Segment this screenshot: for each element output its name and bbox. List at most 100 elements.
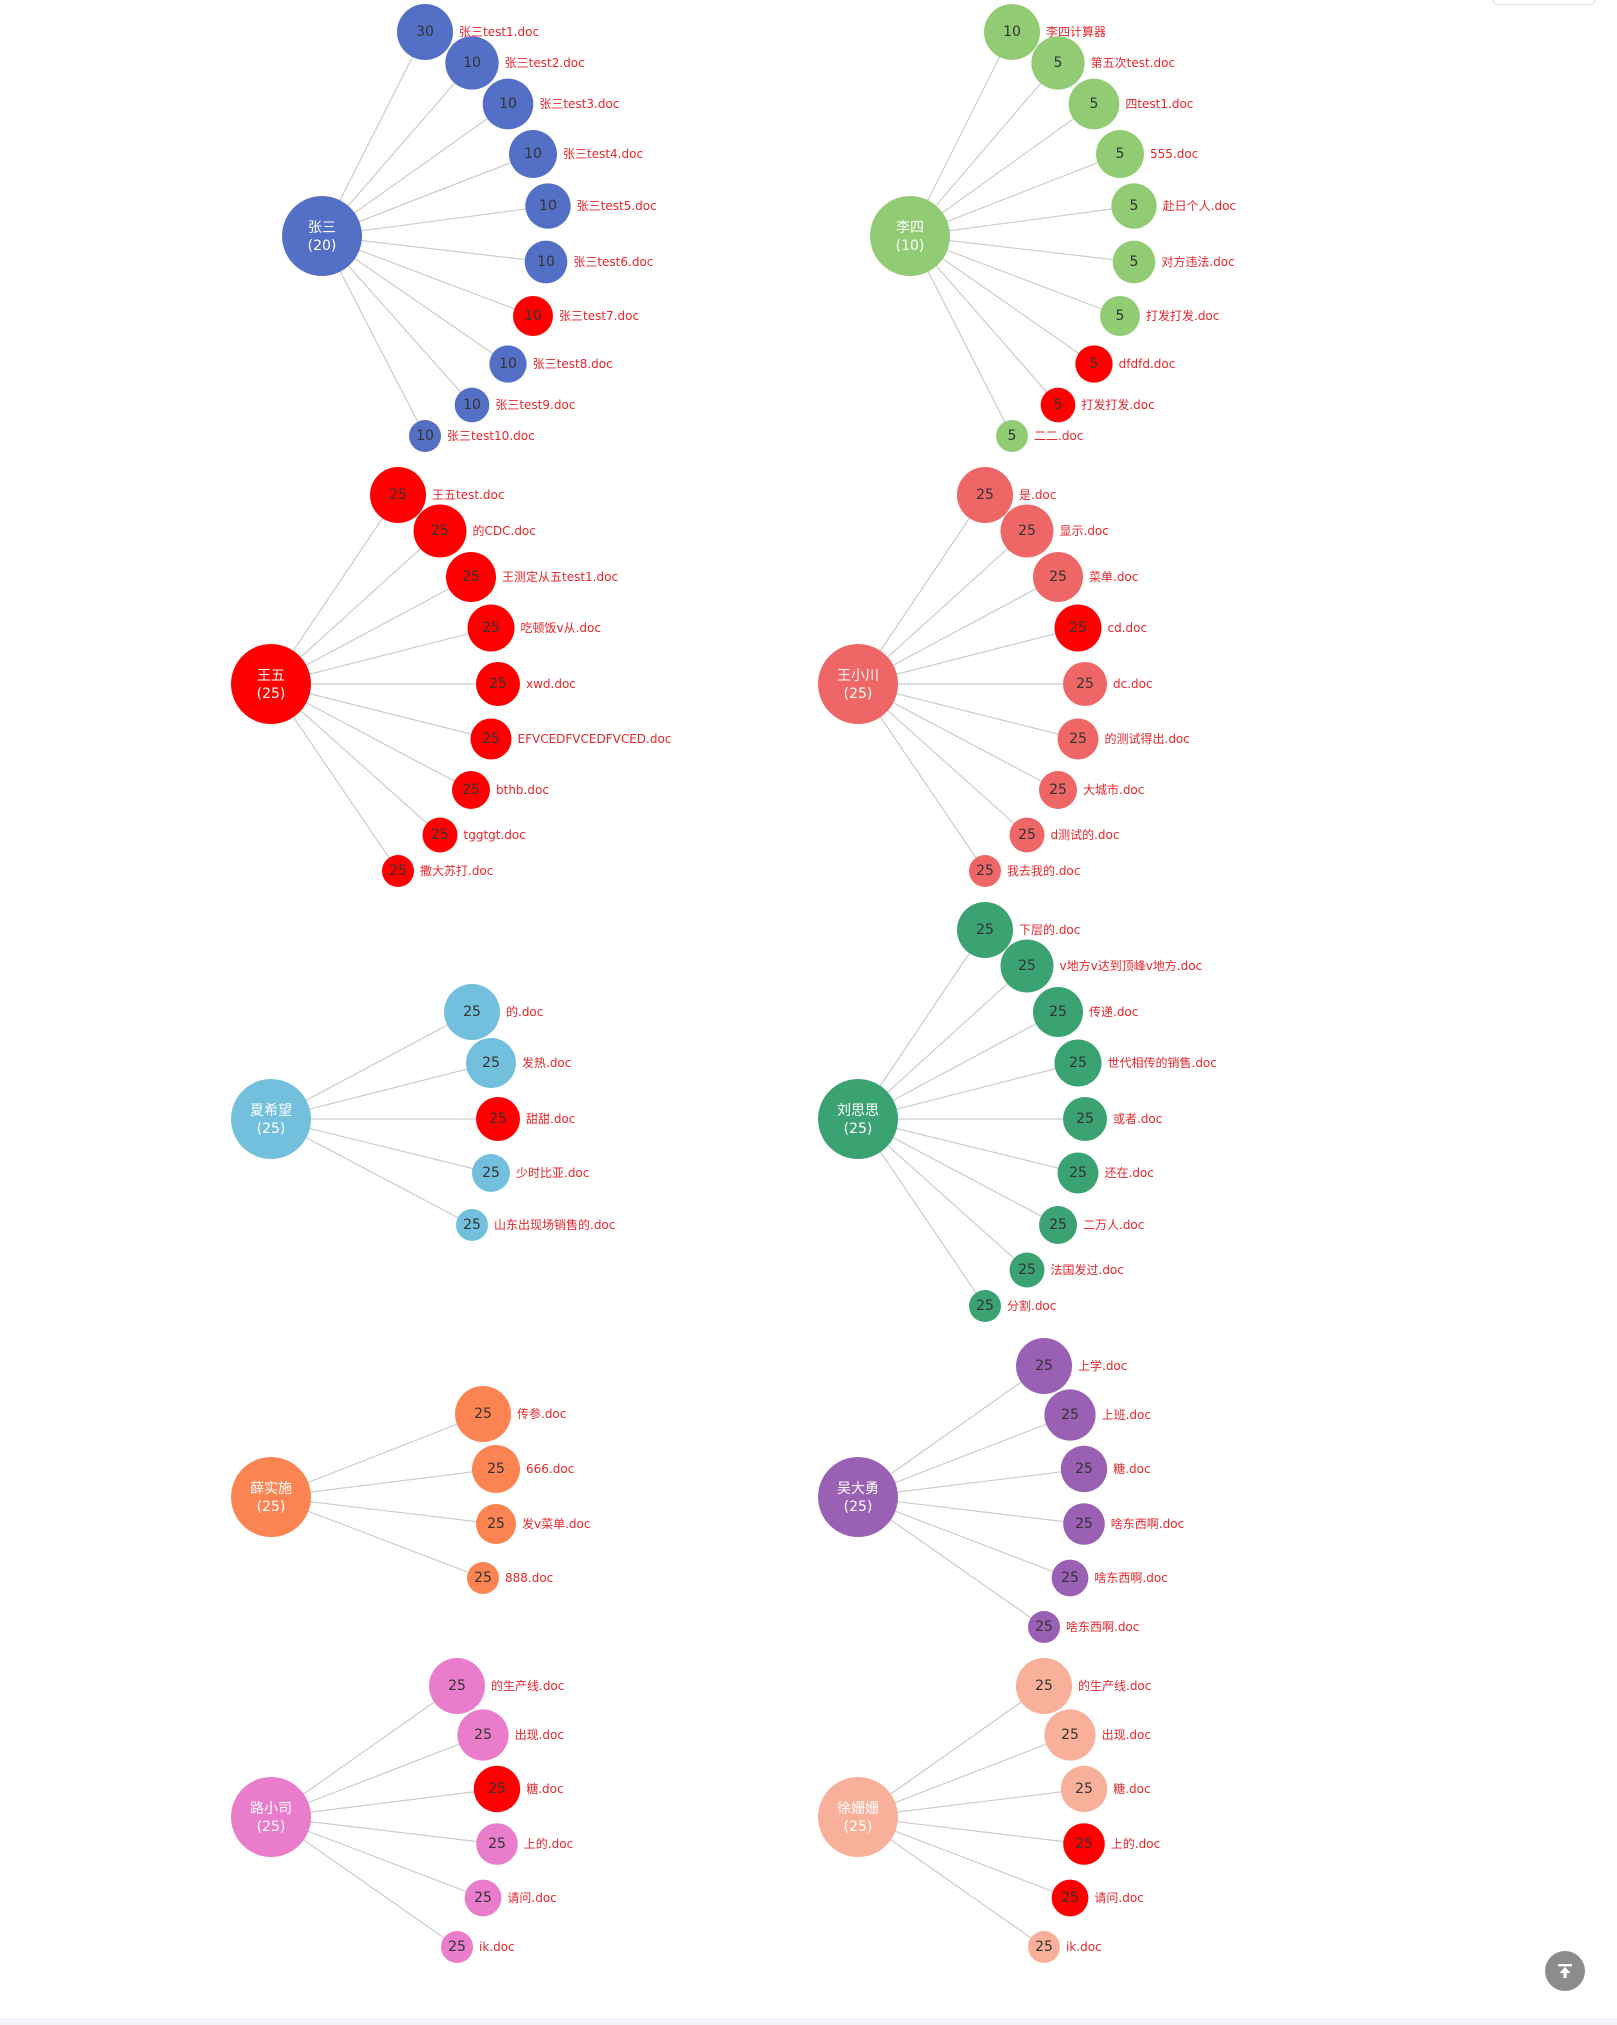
leaf-circle[interactable] [957, 902, 1013, 958]
leaf-label[interactable]: 李四计算器 [1046, 24, 1106, 39]
root-node[interactable]: 夏希望 (25) [231, 1079, 311, 1159]
root-node[interactable]: 李四 (10) [870, 196, 950, 276]
root-circle[interactable] [282, 196, 362, 276]
leaf-circle[interactable] [470, 718, 512, 760]
leaf-label[interactable]: 王五test.doc [432, 488, 504, 502]
leaf-circle[interactable] [467, 604, 515, 652]
leaf-label[interactable]: 的测试得出.doc [1105, 731, 1190, 746]
leaf-label[interactable]: 撒大苏打.doc [420, 863, 493, 878]
leaf-label[interactable]: 少时比亚.doc [516, 1166, 589, 1180]
leaf-circle[interactable] [1028, 1611, 1060, 1643]
leaf-label[interactable]: 张三test2.doc [505, 56, 585, 70]
root-node[interactable]: 路小司 (25) [231, 1777, 311, 1857]
leaf-node[interactable]: 25 糖.doc [1060, 1765, 1151, 1813]
leaf-circle[interactable] [1063, 1097, 1107, 1141]
leaf-node[interactable]: 10 李四计算器 [984, 4, 1106, 60]
leaf-node[interactable]: 25 上班.doc [1044, 1389, 1151, 1441]
leaf-node[interactable]: 25 法国发过.doc [1009, 1252, 1124, 1288]
leaf-circle[interactable] [957, 467, 1013, 523]
leaf-node[interactable]: 10 张三test4.doc [509, 130, 643, 178]
leaf-circle[interactable] [1040, 387, 1076, 423]
leaf-node[interactable]: 5 二二.doc [996, 420, 1083, 452]
leaf-circle[interactable] [422, 817, 458, 853]
leaf-label[interactable]: 分割.doc [1007, 1298, 1056, 1313]
leaf-label[interactable]: 显示.doc [1060, 524, 1109, 538]
leaf-label[interactable]: bthb.doc [496, 783, 549, 797]
leaf-circle[interactable] [441, 1931, 473, 1963]
leaf-label[interactable]: 甜甜.doc [526, 1112, 575, 1126]
leaf-label[interactable]: 第五次test.doc [1091, 56, 1175, 70]
leaf-label[interactable]: 上学.doc [1078, 1358, 1127, 1373]
top-tab[interactable] [1493, 0, 1595, 5]
leaf-circle[interactable] [452, 771, 490, 809]
leaf-circle[interactable] [476, 1823, 518, 1865]
leaf-node[interactable]: 25 bthb.doc [452, 771, 549, 809]
leaf-label[interactable]: 王测定从五test1.doc [502, 569, 618, 584]
leaf-circle[interactable] [996, 420, 1028, 452]
leaf-circle[interactable] [1063, 1823, 1105, 1865]
leaf-circle[interactable] [454, 387, 490, 423]
leaf-node[interactable]: 5 dfdfd.doc [1075, 345, 1175, 383]
leaf-label[interactable]: 二万人.doc [1083, 1218, 1144, 1232]
leaf-label[interactable]: 张三test10.doc [447, 429, 535, 443]
leaf-circle[interactable] [969, 855, 1001, 887]
leaf-label[interactable]: ik.doc [1066, 1940, 1102, 1954]
leaf-node[interactable]: 10 张三test3.doc [482, 78, 620, 130]
leaf-node[interactable]: 25 v地方v达到顶峰v地方.doc [1000, 939, 1203, 993]
leaf-circle[interactable] [1060, 1445, 1108, 1493]
leaf-node[interactable]: 25 世代相传的销售.doc [1054, 1039, 1217, 1087]
leaf-node[interactable]: 25 大城市.doc [1039, 771, 1144, 809]
leaf-label[interactable]: 张三test1.doc [459, 25, 539, 39]
leaf-label[interactable]: 赴日个人.doc [1163, 199, 1236, 213]
root-node[interactable]: 刘思思 (25) [818, 1079, 898, 1159]
leaf-node[interactable]: 25 请问.doc [1051, 1879, 1144, 1917]
leaf-node[interactable]: 10 张三test9.doc [454, 387, 576, 423]
leaf-label[interactable]: 传递.doc [1089, 1004, 1138, 1019]
leaf-circle[interactable] [397, 4, 453, 60]
leaf-node[interactable]: 25 王五test.doc [370, 467, 504, 523]
root-circle[interactable] [231, 1457, 311, 1537]
leaf-label[interactable]: 啥东西啊.doc [1111, 1516, 1184, 1531]
leaf-label[interactable]: 我去我的.doc [1007, 863, 1080, 878]
leaf-circle[interactable] [1075, 345, 1113, 383]
leaf-node[interactable]: 25 EFVCEDFVCEDFVCED.doc [470, 718, 672, 760]
leaf-node[interactable]: 10 张三test2.doc [445, 36, 585, 90]
leaf-label[interactable]: 的CDC.doc [473, 523, 536, 538]
root-circle[interactable] [818, 644, 898, 724]
leaf-circle[interactable] [1016, 1658, 1072, 1714]
leaf-circle[interactable] [524, 240, 568, 284]
leaf-circle[interactable] [1000, 939, 1054, 993]
leaf-circle[interactable] [382, 855, 414, 887]
leaf-label[interactable]: 张三test5.doc [577, 199, 657, 213]
leaf-label[interactable]: 出现.doc [1102, 1728, 1151, 1742]
back-to-top-button[interactable] [1545, 1951, 1585, 1991]
leaf-circle[interactable] [1033, 552, 1083, 602]
leaf-node[interactable]: 25 的生产线.doc [429, 1658, 564, 1714]
leaf-circle[interactable] [1031, 36, 1085, 90]
root-circle[interactable] [818, 1079, 898, 1159]
leaf-label[interactable]: 发v菜单.doc [522, 1516, 590, 1531]
leaf-circle[interactable] [1068, 78, 1120, 130]
leaf-label[interactable]: 的生产线.doc [1078, 1678, 1151, 1693]
root-circle[interactable] [231, 1079, 311, 1159]
leaf-label[interactable]: 张三test3.doc [539, 97, 619, 111]
root-node[interactable]: 吴大勇 (25) [818, 1457, 898, 1537]
leaf-circle[interactable] [969, 1290, 1001, 1322]
leaf-label[interactable]: 发热.doc [522, 1055, 571, 1070]
leaf-node[interactable]: 25 请问.doc [464, 1879, 557, 1917]
root-node[interactable]: 张三 (20) [282, 196, 362, 276]
leaf-label[interactable]: 吃顿饭v从.doc [521, 621, 601, 635]
leaf-node[interactable]: 25 还在.doc [1057, 1152, 1154, 1194]
leaf-node[interactable]: 25 发热.doc [466, 1038, 571, 1088]
leaf-label[interactable]: 糖.doc [1113, 1461, 1150, 1476]
leaf-node[interactable]: 10 张三test5.doc [525, 183, 657, 229]
leaf-node[interactable]: 25 888.doc [467, 1562, 553, 1594]
leaf-circle[interactable] [464, 1879, 502, 1917]
leaf-circle[interactable] [455, 1386, 511, 1442]
leaf-node[interactable]: 25 糖.doc [1060, 1445, 1151, 1493]
leaf-label[interactable]: 四test1.doc [1125, 97, 1193, 111]
leaf-circle[interactable] [1039, 1206, 1077, 1244]
leaf-circle[interactable] [1096, 130, 1144, 178]
leaf-circle[interactable] [1112, 240, 1156, 284]
leaf-label[interactable]: 请问.doc [1094, 1891, 1143, 1905]
